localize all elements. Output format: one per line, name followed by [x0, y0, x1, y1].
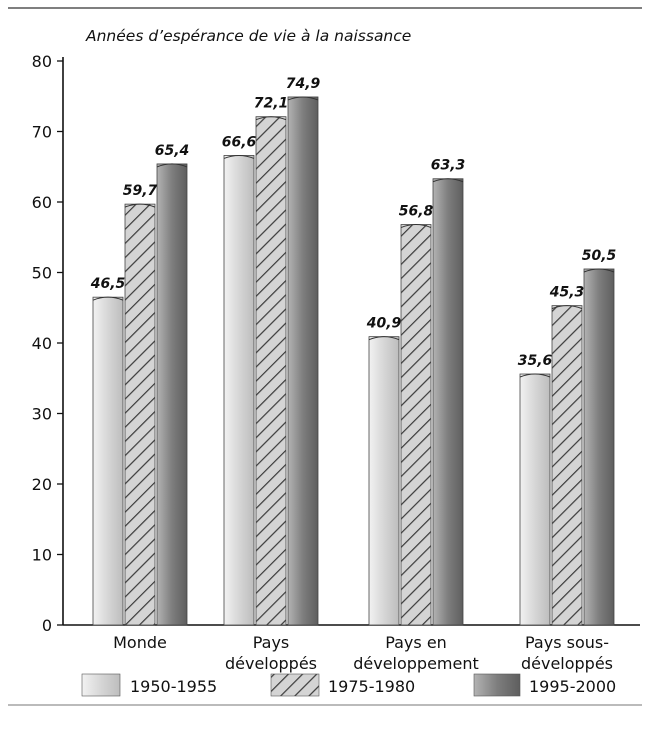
bar-top-edge — [368, 336, 400, 341]
bar-top-edge — [400, 224, 432, 229]
data-label: 59,7 — [123, 183, 158, 199]
data-label: 66,6 — [222, 134, 257, 150]
bars-group — [92, 96, 615, 626]
bar — [432, 178, 464, 626]
legend: 1950-1955 1975-1980 1995-2000 — [81, 673, 616, 697]
y-tick-label: 50 — [32, 264, 52, 283]
bar-top-edge — [583, 268, 615, 273]
bar — [519, 373, 551, 626]
x-tick-label: Pays en — [385, 633, 447, 652]
legend-label: 1995-2000 — [529, 677, 616, 696]
bar-top-edge — [223, 154, 255, 159]
data-label: 45,3 — [549, 285, 585, 301]
bar-top-edge — [551, 305, 583, 310]
y-axis-title: Années d’espérance de vie à la naissance — [85, 27, 411, 45]
bar-top-edge — [519, 373, 551, 378]
x-tick-label: Monde — [113, 633, 167, 652]
data-label: 74,9 — [286, 76, 321, 92]
legend-swatch — [81, 673, 121, 697]
data-label: 72,1 — [254, 96, 289, 112]
y-tick-label: 60 — [32, 193, 52, 212]
labels-group: 46,5 59,7 65,4 Monde 66,6 72,1 74,9 Pays dévelop… — [90, 76, 617, 673]
x-tick-label: développés — [225, 654, 317, 673]
y-tick-label: 70 — [32, 123, 52, 142]
y-tick-label: 20 — [32, 475, 52, 494]
x-tick-label: développement — [353, 654, 479, 673]
x-tick-label: Pays — [253, 633, 290, 652]
data-label: 63,3 — [431, 158, 466, 174]
bar — [400, 224, 432, 626]
legend-label: 1975-1980 — [328, 677, 415, 696]
x-tick-label: développés — [521, 654, 613, 673]
data-label: 56,8 — [399, 204, 434, 220]
y-tick-label: 30 — [32, 405, 52, 424]
bar — [368, 336, 400, 626]
bar — [156, 163, 188, 626]
data-label: 50,5 — [582, 248, 617, 264]
bar — [124, 203, 156, 626]
bar-top-edge — [287, 96, 319, 101]
data-label: 35,6 — [518, 353, 553, 369]
y-tick-label: 10 — [32, 546, 52, 565]
data-label: 46,5 — [90, 276, 126, 292]
x-tick-label: Pays sous- — [525, 633, 609, 652]
bar-top-edge — [432, 178, 464, 183]
bar-top-edge — [156, 163, 188, 168]
bar — [583, 268, 615, 626]
bar-top-edge — [124, 203, 156, 208]
legend-swatch — [270, 673, 320, 697]
y-tick-label: 80 — [32, 52, 52, 71]
bar — [223, 155, 255, 626]
data-label: 65,4 — [155, 143, 190, 159]
legend-label: 1950-1955 — [130, 677, 217, 696]
bar — [92, 296, 124, 626]
data-label: 40,9 — [366, 316, 402, 332]
bar — [551, 305, 583, 626]
bar-top-edge — [255, 116, 287, 121]
legend-swatch — [473, 673, 521, 697]
bar — [287, 96, 319, 626]
y-tick-label: 0 — [42, 616, 52, 635]
bar — [255, 116, 287, 626]
y-tick-label: 40 — [32, 334, 52, 353]
bar-top-edge — [92, 296, 124, 301]
